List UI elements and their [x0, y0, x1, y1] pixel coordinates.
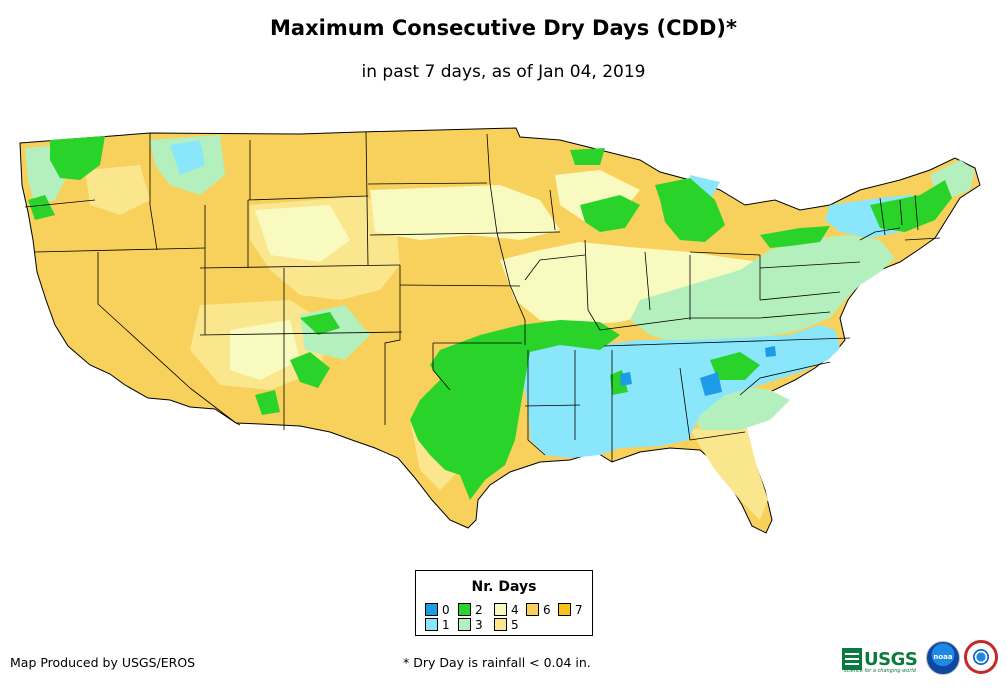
legend-swatch-2 — [458, 603, 471, 616]
legend-item-7: 7 — [558, 603, 583, 617]
legend-item-6: 6 — [526, 603, 551, 617]
nws-logo — [964, 640, 998, 674]
cdd-0-areas — [620, 346, 776, 396]
legend-swatch-6 — [526, 603, 539, 616]
agency-logos: USGS science for a changing world noaa — [842, 638, 1002, 682]
legend-swatch-1 — [425, 618, 438, 631]
noaa-logo: noaa — [926, 641, 960, 675]
legend-swatch-7 — [558, 603, 571, 616]
usgs-tagline: science for a changing world — [844, 668, 916, 674]
state-borders — [24, 131, 941, 462]
legend-item-3: 3 — [458, 618, 483, 632]
map-legend: Nr. Days 0 1 2 3 4 5 6 7 — [415, 570, 593, 636]
legend-title: Nr. Days — [471, 579, 537, 595]
legend-swatch-3 — [458, 618, 471, 631]
legend-swatch-5 — [494, 618, 507, 631]
legend-swatch-0 — [425, 603, 438, 616]
legend-item-5: 5 — [494, 618, 519, 632]
legend-item-2: 2 — [458, 603, 483, 617]
usgs-logo: USGS — [842, 644, 918, 674]
map-title: Maximum Consecutive Dry Days (CDD)* — [270, 16, 737, 40]
map-credit: Map Produced by USGS/EROS — [10, 655, 196, 670]
cdd-2-areas — [28, 136, 952, 500]
map-subtitle: in past 7 days, as of Jan 04, 2019 — [361, 62, 646, 82]
cdd-4-areas — [230, 170, 760, 380]
usgs-mark-icon — [842, 648, 862, 670]
legend-item-0: 0 — [425, 603, 450, 617]
dry-day-footnote: * Dry Day is rainfall < 0.04 in. — [403, 655, 591, 670]
legend-swatch-4 — [494, 603, 507, 616]
legend-item-1: 1 — [425, 618, 450, 632]
legend-item-4: 4 — [494, 603, 519, 617]
us-dry-days-map — [19, 127, 981, 534]
